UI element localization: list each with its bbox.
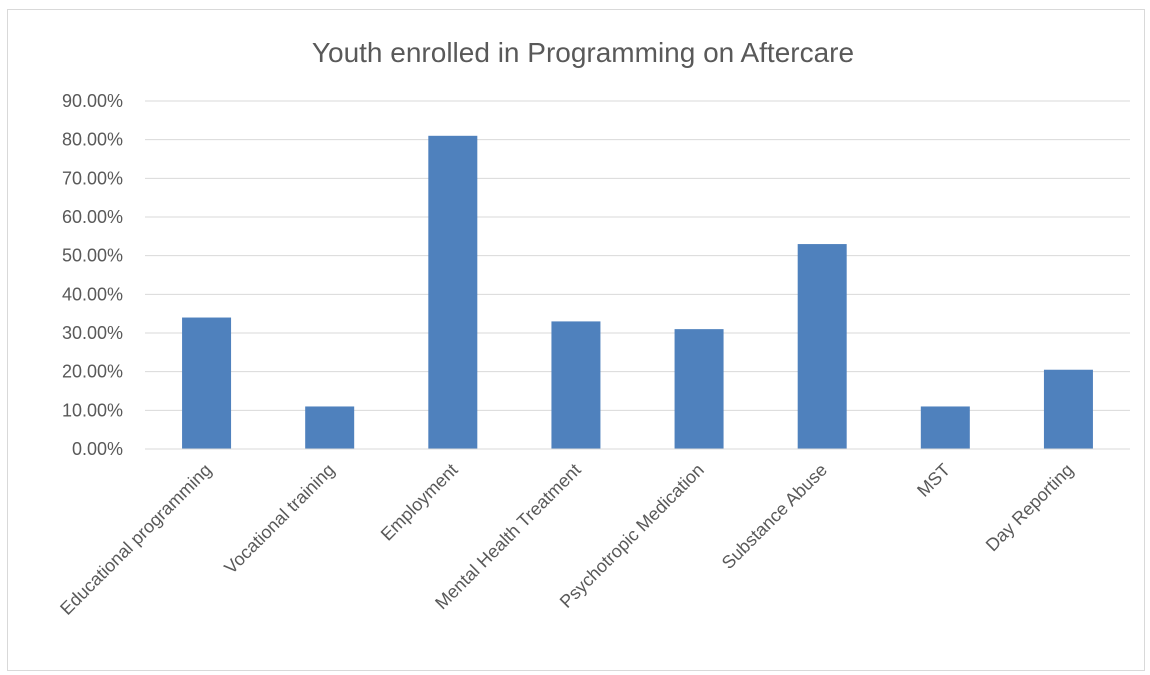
x-category-label: Vocational training	[220, 460, 338, 578]
bar	[182, 317, 232, 449]
y-tick-label: 40.00%	[62, 284, 123, 304]
x-category-label: Educational programming	[56, 460, 215, 619]
x-category-label: Employment	[377, 460, 462, 545]
x-category-label: Psychotropic Medication	[556, 460, 708, 612]
x-axis-category-labels: Educational programming Vocational traini…	[56, 460, 1077, 619]
bar	[674, 329, 724, 449]
y-tick-label: 60.00%	[62, 207, 123, 227]
y-tick-label: 10.00%	[62, 400, 123, 420]
y-tick-label: 90.00%	[62, 91, 123, 111]
bar	[1043, 369, 1093, 449]
bar	[920, 406, 970, 449]
y-axis-tick-labels: 0.00% 10.00% 20.00% 30.00% 40.00% 50.00% 60.00…	[62, 91, 123, 459]
y-tick-label: 70.00%	[62, 168, 123, 188]
y-tick-label: 50.00%	[62, 246, 123, 266]
gridlines	[145, 100, 1130, 411]
y-tick-label: 20.00%	[62, 362, 123, 382]
x-category-label: Mental Health Treatment	[431, 460, 585, 614]
y-tick-label: 30.00%	[62, 323, 123, 343]
bar	[551, 321, 601, 449]
y-tick-label: 0.00%	[72, 439, 123, 459]
x-category-label: Day Reporting	[982, 460, 1078, 556]
bars	[182, 135, 1093, 450]
x-category-label: Substance Abuse	[718, 460, 831, 573]
chart-title: Youth enrolled in Programming on Afterca…	[312, 37, 854, 68]
y-tick-label: 80.00%	[62, 130, 123, 150]
x-category-label: MST	[913, 460, 954, 501]
bar	[305, 406, 355, 449]
bar	[797, 244, 847, 449]
bar	[428, 135, 478, 450]
